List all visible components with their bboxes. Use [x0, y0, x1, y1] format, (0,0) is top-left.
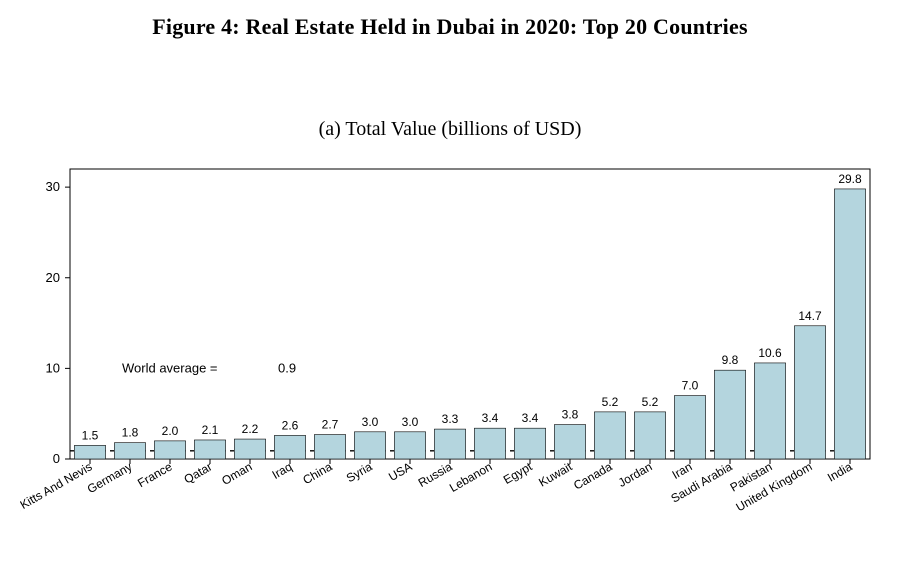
y-tick-label: 0	[53, 451, 60, 466]
category-label: Iran	[670, 459, 695, 481]
bar-value-label: 3.3	[442, 412, 459, 426]
bar-value-label: 3.0	[402, 415, 419, 429]
subtitle: (a) Total Value (billions of USD)	[0, 118, 900, 141]
bar-value-label: 9.8	[722, 353, 739, 367]
category-label: Iraq	[270, 459, 295, 481]
category-label: Canada	[571, 459, 615, 492]
bar-value-label: 3.8	[562, 408, 579, 422]
bar-value-label: 3.0	[362, 415, 379, 429]
bar	[114, 443, 145, 459]
figure-title: Figure 4: Real Estate Held in Dubai in 2…	[0, 0, 900, 40]
bar-value-label: 3.4	[482, 411, 499, 425]
bar-value-label: 2.6	[282, 418, 299, 432]
bar	[554, 425, 585, 459]
y-tick-label: 20	[46, 270, 60, 285]
bar	[514, 428, 545, 459]
bar	[234, 439, 265, 459]
bar	[394, 432, 425, 459]
bar	[354, 432, 385, 459]
bar	[274, 435, 305, 459]
bar-value-label: 5.2	[642, 395, 659, 409]
plot-area	[70, 169, 870, 459]
y-tick-label: 30	[46, 179, 60, 194]
bar-value-label: 1.8	[122, 426, 139, 440]
bar-value-label: 14.7	[798, 309, 822, 323]
bar	[74, 445, 105, 459]
bar	[754, 363, 785, 459]
bar	[434, 429, 465, 459]
bar-chart: 0 10 20 30 1.5 St Kitts And Nevis 1.8 Germany 2.…	[20, 159, 880, 539]
bar	[474, 428, 505, 459]
bar-value-label: 2.0	[162, 424, 179, 438]
bar	[634, 412, 665, 459]
category-label: Qatar	[182, 459, 215, 486]
bar-value-label: 2.1	[202, 423, 219, 437]
bar-value-label: 2.2	[242, 422, 259, 436]
bar-value-label: 3.4	[522, 411, 539, 425]
bar	[594, 412, 625, 459]
bar	[834, 189, 865, 459]
bar-value-label: 10.6	[758, 346, 782, 360]
category-label: Lebanon	[447, 459, 494, 494]
world-average-label-prefix: World average =	[122, 360, 218, 375]
category-label: St Kitts And Nevis	[20, 459, 95, 519]
category-label: France	[135, 459, 175, 490]
bar-value-label: 7.0	[682, 379, 699, 393]
bar-value-label: 2.7	[322, 418, 339, 432]
category-label: Oman	[219, 459, 254, 487]
category-label: China	[300, 459, 334, 487]
bar	[314, 435, 345, 459]
category-label: Kuwait	[536, 459, 575, 489]
bar	[714, 370, 745, 459]
category-label: Germany	[85, 459, 135, 496]
bar-value-label: 5.2	[602, 395, 619, 409]
bar	[794, 326, 825, 459]
bar-value-label: 1.5	[82, 428, 99, 442]
bar	[194, 440, 225, 459]
y-tick-label: 10	[46, 360, 60, 375]
chart-svg: 0 10 20 30 1.5 St Kitts And Nevis 1.8 Germany 2.…	[20, 159, 880, 539]
category-label: Jordan	[616, 459, 655, 489]
bar	[674, 396, 705, 459]
bar	[154, 441, 185, 459]
bar-value-label: 29.8	[838, 172, 862, 186]
world-average-label-value: 0.9	[278, 360, 296, 375]
